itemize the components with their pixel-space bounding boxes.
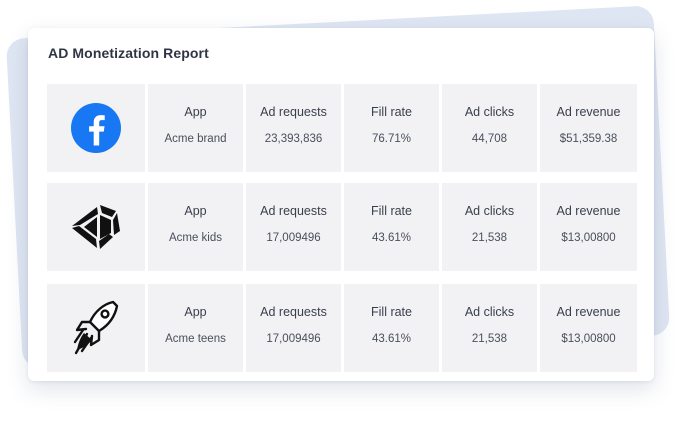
ad-revenue-value: $13,00800 xyxy=(561,232,616,244)
app-logo-cell xyxy=(47,284,145,372)
fill-rate-cell: Fill rate 43.61% xyxy=(344,284,439,372)
ad-revenue-cell: Ad revenue $13,00800 xyxy=(540,284,637,372)
ad-revenue-header: Ad revenue xyxy=(556,204,621,218)
unity-icon xyxy=(71,204,121,250)
report-row[interactable]: App Acme brand Ad requests 23,393,836 Fi… xyxy=(47,84,639,172)
report-card: AD Monetization Report App Acme brand Ad… xyxy=(28,28,654,381)
ad-clicks-cell: Ad clicks 44,708 xyxy=(442,84,537,172)
fill-rate-value: 43.61% xyxy=(371,232,411,244)
ad-requests-cell: Ad requests 17,009496 xyxy=(246,183,341,271)
ad-requests-value: 23,393,836 xyxy=(264,133,323,145)
rocket-icon xyxy=(73,300,119,356)
app-cell: App Acme brand xyxy=(148,84,243,172)
fill-rate-header: Fill rate xyxy=(371,305,412,319)
app-value: Acme teens xyxy=(165,333,226,345)
app-logo-cell xyxy=(47,84,145,172)
ad-clicks-value: 21,538 xyxy=(471,232,508,244)
fill-rate-value: 43.61% xyxy=(371,333,411,345)
ad-requests-header: Ad requests xyxy=(260,305,327,319)
ad-revenue-cell: Ad revenue $51,359.38 xyxy=(540,84,637,172)
ad-clicks-cell: Ad clicks 21,538 xyxy=(442,183,537,271)
ad-clicks-header: Ad clicks xyxy=(464,204,515,218)
facebook-icon xyxy=(70,102,122,154)
app-header: App xyxy=(184,305,207,319)
fill-rate-cell: Fill rate 43.61% xyxy=(344,183,439,271)
ad-clicks-value: 44,708 xyxy=(471,133,508,145)
fill-rate-header: Fill rate xyxy=(371,105,412,119)
ad-clicks-header: Ad clicks xyxy=(464,105,515,119)
ad-clicks-cell: Ad clicks 21,538 xyxy=(442,284,537,372)
ad-revenue-header: Ad revenue xyxy=(556,305,621,319)
ad-revenue-header: Ad revenue xyxy=(556,105,621,119)
app-header: App xyxy=(184,204,207,218)
ad-revenue-value: $51,359.38 xyxy=(559,133,618,145)
ad-revenue-value: $13,00800 xyxy=(561,333,616,345)
fill-rate-value: 76.71% xyxy=(371,133,411,145)
ad-requests-header: Ad requests xyxy=(260,204,327,218)
ad-requests-header: Ad requests xyxy=(260,105,327,119)
app-value: Acme brand xyxy=(164,133,227,145)
app-header: App xyxy=(184,105,207,119)
ad-requests-value: 17,009496 xyxy=(266,333,321,345)
app-cell: App Acme kids xyxy=(148,183,243,271)
report-row[interactable]: App Acme teens Ad requests 17,009496 Fil… xyxy=(47,284,639,372)
ad-requests-cell: Ad requests 23,393,836 xyxy=(246,84,341,172)
ad-clicks-value: 21,538 xyxy=(471,333,508,345)
app-logo-cell xyxy=(47,183,145,271)
app-cell: App Acme teens xyxy=(148,284,243,372)
ad-clicks-header: Ad clicks xyxy=(464,305,515,319)
ad-requests-value: 17,009496 xyxy=(266,232,321,244)
ad-requests-cell: Ad requests 17,009496 xyxy=(246,284,341,372)
ad-revenue-cell: Ad revenue $13,00800 xyxy=(540,183,637,271)
fill-rate-cell: Fill rate 76.71% xyxy=(344,84,439,172)
fill-rate-header: Fill rate xyxy=(371,204,412,218)
report-row[interactable]: App Acme kids Ad requests 17,009496 Fill… xyxy=(47,183,639,271)
report-title: AD Monetization Report xyxy=(48,45,209,61)
app-value: Acme kids xyxy=(168,232,223,244)
